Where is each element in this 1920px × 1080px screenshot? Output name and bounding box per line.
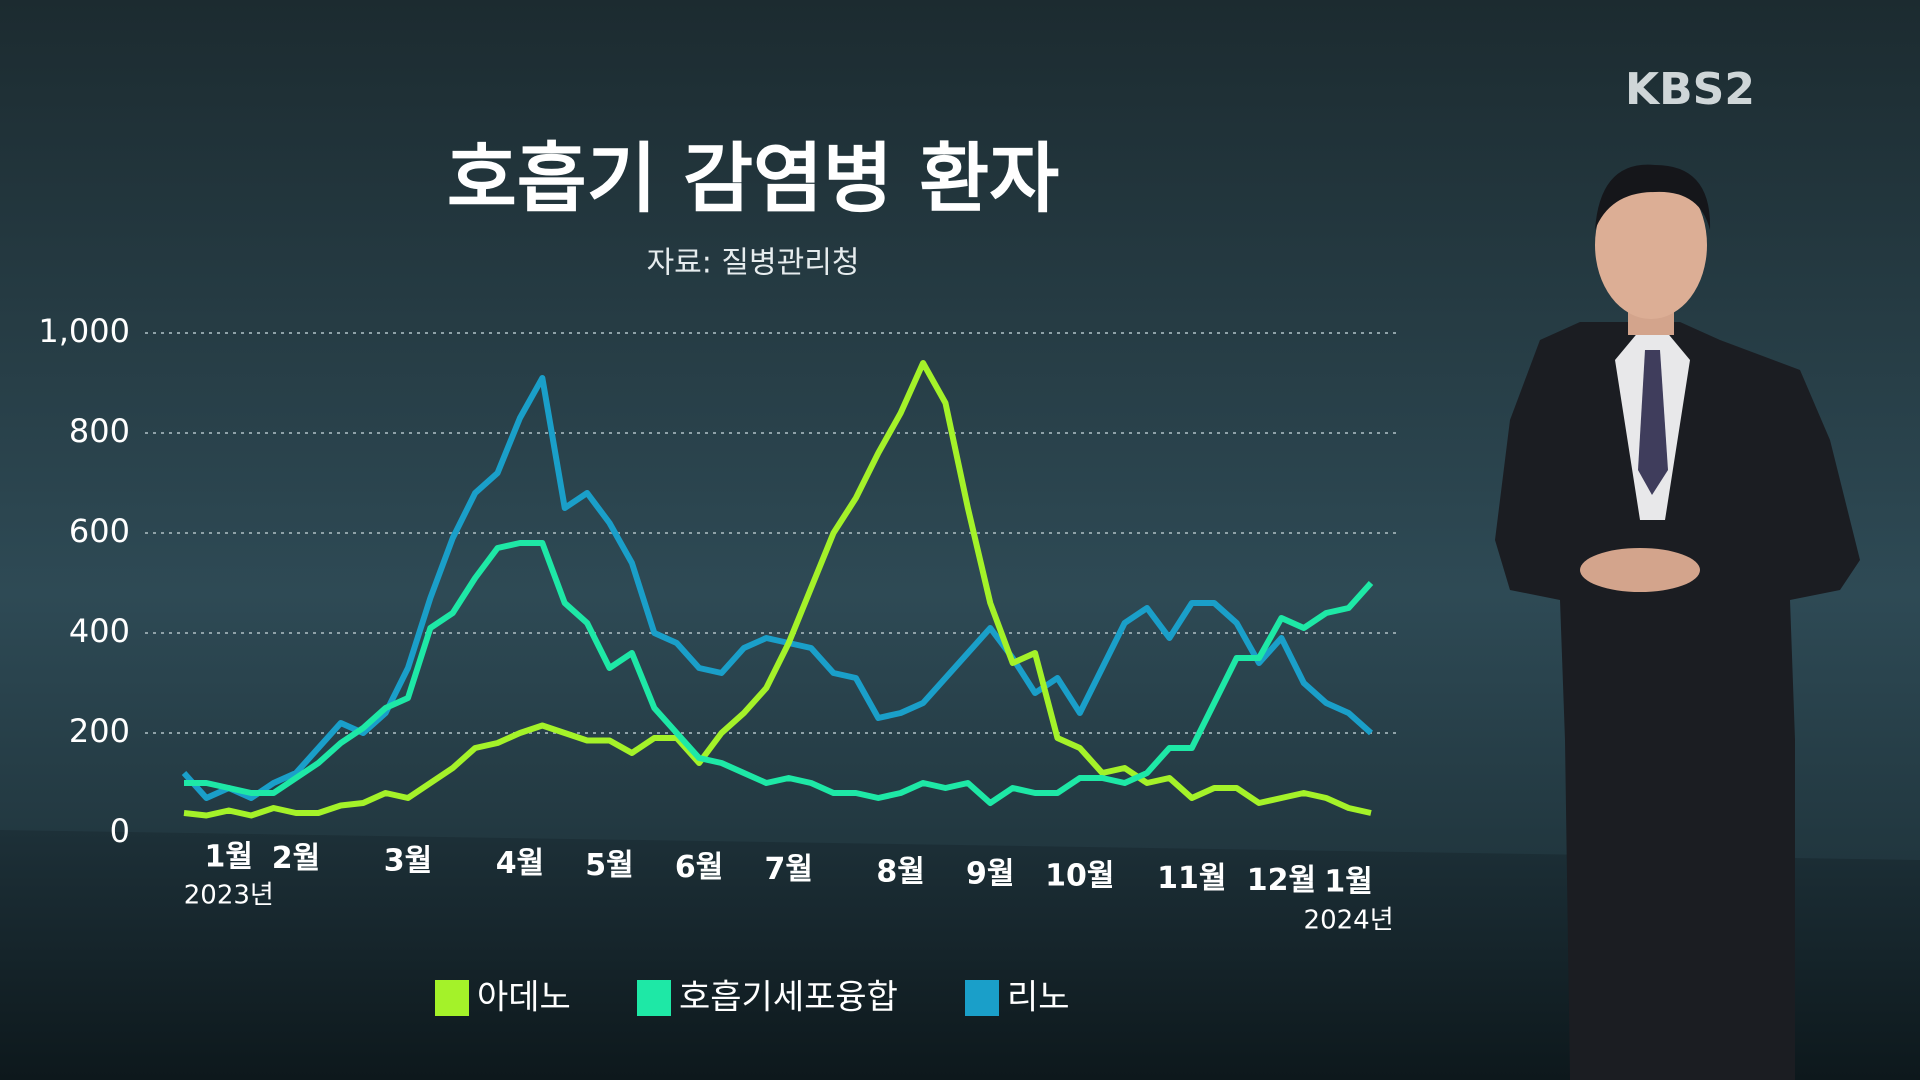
y-tick-label: 1,000 — [38, 312, 130, 350]
year-label: 2024년 — [1304, 906, 1394, 936]
x-tick-label: 2월 — [272, 841, 320, 876]
x-tick-label: 6월 — [675, 850, 723, 885]
y-tick-label: 800 — [69, 412, 130, 450]
y-tick-label: 400 — [69, 612, 130, 650]
x-tick-label: 3월 — [384, 844, 432, 879]
legend-swatch — [965, 980, 999, 1016]
hair — [1595, 164, 1711, 230]
floor — [0, 830, 1920, 1080]
y-tick-label: 0 — [110, 812, 130, 850]
year-label: 2023년 — [184, 881, 274, 911]
legend-label: 아데노 — [477, 978, 571, 1018]
y-tick-label: 200 — [69, 712, 130, 750]
x-tick-label: 12월 — [1247, 863, 1316, 898]
data-line — [181, 375, 1373, 801]
x-tick-label: 1월 — [205, 840, 253, 875]
x-tick-label: 9월 — [966, 857, 1014, 892]
x-tick-label: 5월 — [585, 848, 633, 883]
legend-label: 리노 — [1007, 978, 1070, 1018]
face — [1595, 171, 1707, 319]
chart-subtitle: 자료: 질병관리청 — [647, 246, 860, 281]
x-tick-label: 7월 — [764, 852, 812, 887]
x-tick-label: 4월 — [496, 846, 544, 881]
chart-title: 호흡기 감염병 환자 — [447, 134, 1059, 223]
x-tick-label: 11월 — [1157, 861, 1226, 896]
legend-label: 호흡기세포융합 — [679, 978, 898, 1018]
suit — [1495, 322, 1860, 1080]
data-line — [183, 360, 1372, 819]
x-tick-label: 10월 — [1045, 859, 1114, 894]
presenter — [1495, 164, 1860, 1080]
hands — [1580, 548, 1700, 592]
x-tick-label: 1월 — [1324, 865, 1372, 900]
x-tick-label: 8월 — [876, 855, 924, 890]
data-line — [184, 540, 1374, 806]
y-tick-label: 600 — [69, 512, 130, 550]
logo: KBS2 — [1625, 64, 1755, 115]
tie — [1638, 350, 1668, 495]
legend-swatch — [435, 980, 469, 1016]
legend-swatch — [637, 980, 671, 1016]
